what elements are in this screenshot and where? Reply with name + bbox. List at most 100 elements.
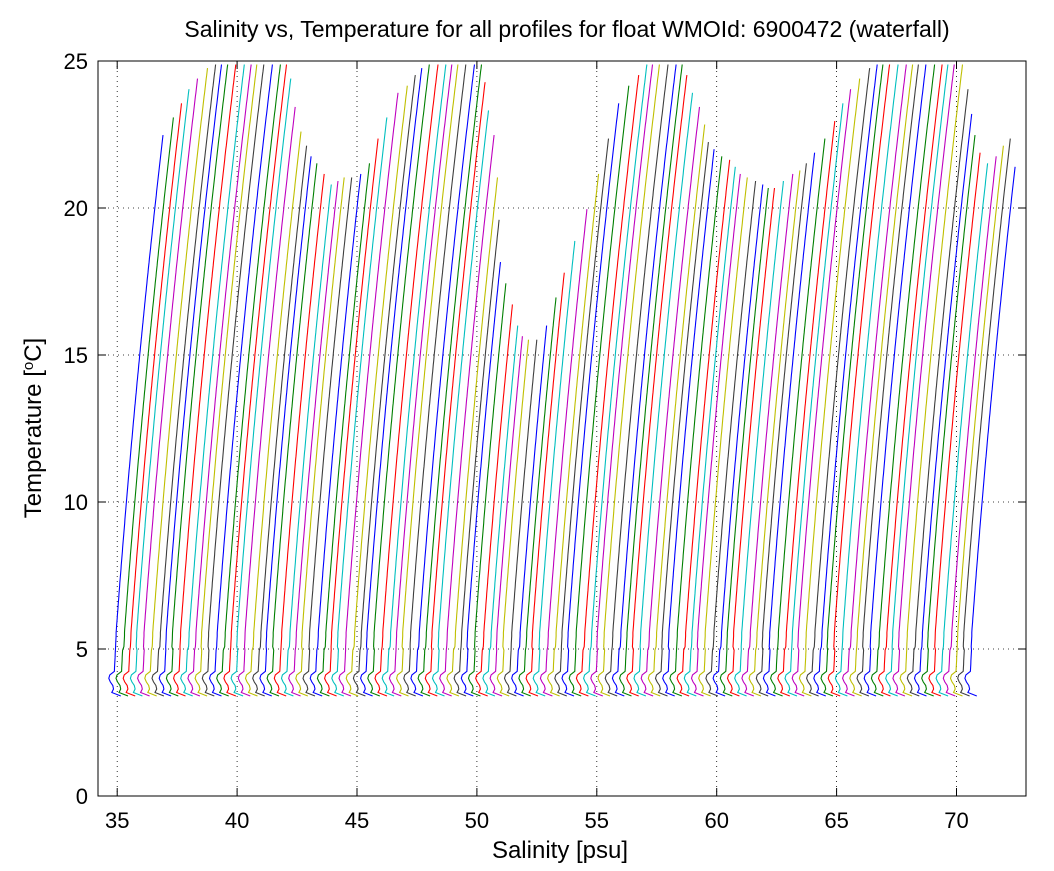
profile-line: [496, 339, 530, 697]
profile-line: [396, 64, 459, 697]
profile-line: [324, 138, 379, 697]
y-tick-label: 20: [64, 196, 88, 221]
profile-line: [338, 92, 399, 697]
profile-line: [734, 180, 784, 697]
profile-line: [244, 131, 302, 697]
profile-line: [208, 64, 273, 697]
profile-line: [676, 159, 731, 697]
profile-line: [295, 177, 345, 697]
x-tick-label: 55: [585, 808, 609, 833]
profile-line: [475, 304, 513, 697]
profile-line: [360, 68, 423, 697]
profile-line: [906, 89, 969, 697]
profile-line: [748, 170, 801, 697]
profile-line: [367, 64, 430, 697]
profile-line: [820, 64, 884, 697]
plot-frame: [97, 60, 1027, 797]
profile-line: [863, 64, 927, 697]
profile-line: [590, 64, 654, 697]
profile-line: [108, 135, 164, 697]
profile-line: [482, 325, 519, 697]
profile-line: [280, 184, 332, 697]
profile-line: [762, 152, 816, 697]
profile-line: [640, 106, 701, 697]
profile-line: [424, 82, 486, 697]
y-axis-title-main: Temperature [: [20, 370, 47, 518]
x-tick-label: 40: [225, 808, 249, 833]
x-axis-title: Salinity [psu]: [492, 837, 628, 864]
profile-line: [813, 64, 878, 697]
profile-line: [719, 187, 769, 697]
profile-line: [849, 64, 914, 697]
profile-line: [755, 163, 807, 697]
profile-line: [216, 64, 281, 697]
profile-line: [654, 142, 709, 697]
y-axis-title-unit: C]: [20, 338, 47, 362]
profile-line: [690, 173, 741, 697]
profile-line: [237, 106, 296, 697]
chart-title: Salinity vs, Temperature for all profile…: [184, 16, 949, 42]
profile-line: [942, 156, 997, 697]
profile-line: [467, 283, 507, 697]
profile-line: [180, 64, 245, 697]
profile-line: [403, 64, 467, 697]
profile-line: [626, 75, 688, 697]
profile-line: [957, 138, 1011, 697]
y-tick-label: 25: [64, 49, 88, 74]
profile-line: [194, 64, 258, 697]
profile-line: [539, 209, 588, 697]
x-tick-label: 70: [944, 808, 968, 833]
profile-line: [137, 78, 199, 697]
profile-line: [331, 117, 388, 697]
profile-line: [798, 78, 861, 697]
profile-line: [633, 92, 694, 697]
x-tick-label: 50: [465, 808, 489, 833]
axis-ticks: 35 40 45 50 55 60 65 70 0 5 10 15 20 25: [64, 49, 1026, 833]
profile-line: [885, 64, 949, 697]
profile-line: [223, 64, 288, 697]
profile-line: [619, 64, 683, 697]
profile-line: [511, 325, 548, 697]
y-tick-label: 10: [64, 490, 88, 515]
profile-line: [129, 89, 190, 697]
profile-line: [842, 64, 907, 697]
profile-line: [561, 103, 620, 697]
profile-line: [201, 64, 265, 697]
profile-line: [791, 89, 852, 697]
profile-line: [374, 64, 439, 697]
profile-line: [784, 103, 844, 697]
profile-line: [532, 240, 576, 697]
profile-line: [712, 184, 764, 697]
profile-line: [288, 180, 339, 697]
profile-line: [273, 173, 325, 697]
profile-line: [266, 163, 318, 697]
profile-line: [597, 64, 660, 697]
profile-line: [827, 64, 891, 697]
profile-line: [352, 75, 416, 697]
profile-line: [439, 135, 495, 697]
profile-line: [547, 173, 600, 697]
profile-line: [453, 219, 500, 697]
profile-line: [913, 113, 973, 697]
y-axis-title: Temperature [oC]: [20, 338, 48, 518]
profile-line: [899, 64, 964, 697]
profile-line: [669, 156, 723, 697]
profile-line: [259, 156, 312, 697]
profile-line: [525, 272, 565, 697]
profile-line: [115, 117, 174, 697]
x-tick-label: 45: [345, 808, 369, 833]
profile-line: [870, 64, 936, 697]
y-axis-title-superscript: o: [20, 362, 37, 370]
profile-line: [683, 166, 736, 697]
profile-line: [122, 103, 183, 697]
profile-line: [345, 85, 408, 697]
profile-line: [856, 64, 919, 697]
profile-line: [741, 173, 794, 697]
profile-line: [770, 138, 826, 697]
profile-line: [417, 64, 483, 697]
profile-line: [173, 64, 237, 697]
profile-line: [302, 177, 353, 697]
profile-line: [892, 64, 955, 697]
profile-line: [503, 339, 538, 697]
profile-line: [388, 64, 453, 697]
